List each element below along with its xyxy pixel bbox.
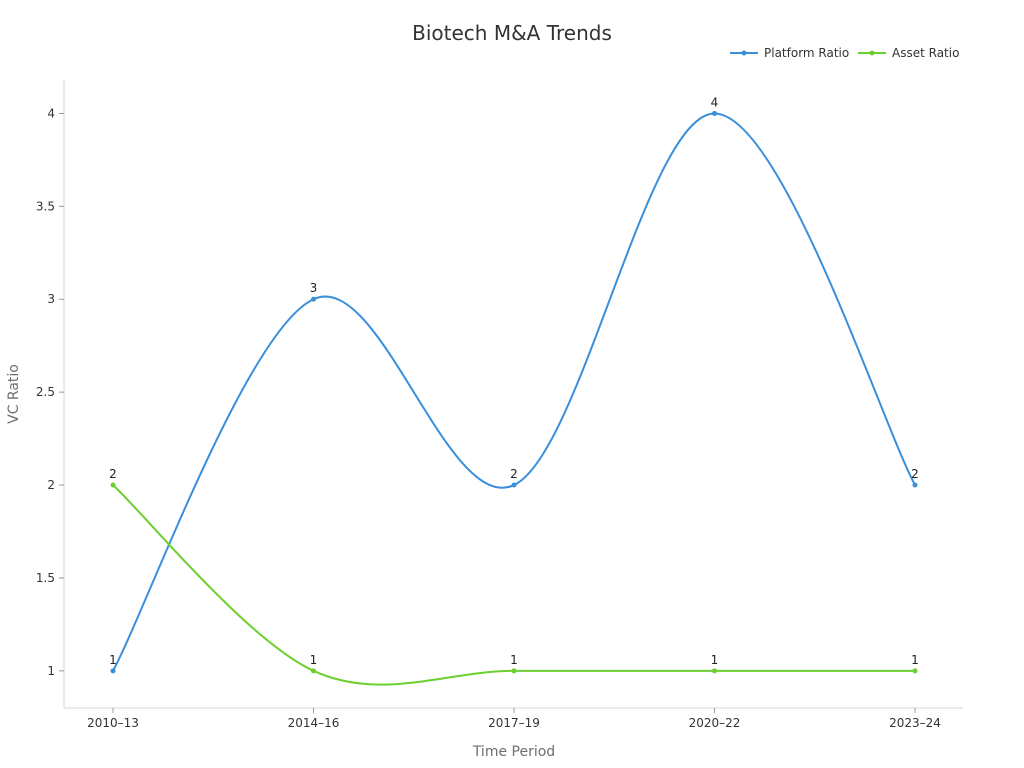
y-tick-label: 1.5	[36, 571, 55, 585]
data-label: 1	[109, 653, 117, 667]
data-label: 3	[310, 281, 318, 295]
legend-item-platform-ratio: Platform Ratio	[730, 46, 849, 60]
data-point	[110, 482, 116, 488]
data-label: 2	[911, 467, 919, 481]
legend-label: Asset Ratio	[892, 46, 959, 60]
y-tick-label: 1	[47, 664, 55, 678]
series-platform-ratio: 1 3 2 4 2	[109, 95, 919, 674]
chart-title: Biotech M&A Trends	[412, 21, 612, 45]
data-label: 1	[310, 653, 318, 667]
data-point	[311, 296, 316, 302]
data-point	[311, 668, 316, 674]
y-tick-label: 3.5	[36, 199, 55, 213]
y-axis-ticks: 1 1.5 2 2.5 3 3.5 4	[36, 106, 64, 678]
x-tick-label: 2014–16	[288, 716, 340, 730]
data-point	[110, 668, 116, 674]
series-line-platform-ratio	[112, 112, 916, 672]
x-axis-title: Time Period	[472, 744, 555, 760]
data-point	[712, 110, 717, 116]
y-tick-label: 2.5	[36, 385, 55, 399]
data-label: 1	[510, 653, 518, 667]
data-label: 4	[711, 95, 719, 109]
data-point	[912, 482, 918, 488]
series-asset-ratio: 2 1 1 1 1	[109, 467, 919, 686]
y-axis-title: VC Ratio	[6, 364, 22, 424]
data-label: 1	[911, 653, 919, 667]
x-axis-ticks: 2010–13 2014–16 2017–19 2020–22 2023–24	[87, 708, 941, 730]
data-point	[511, 668, 517, 674]
series-layer: 1 3 2 4 2 2 1 1 1 1	[109, 95, 919, 686]
y-tick-label: 3	[47, 292, 55, 306]
legend-label: Platform Ratio	[764, 46, 849, 60]
x-tick-label: 2020–22	[689, 716, 741, 730]
data-label: 1	[711, 653, 719, 667]
data-label: 2	[510, 467, 518, 481]
y-tick-label: 4	[47, 106, 55, 120]
legend: Platform Ratio Asset Ratio	[730, 46, 959, 60]
data-label: 2	[109, 467, 117, 481]
legend-marker	[869, 50, 875, 56]
data-point	[511, 482, 517, 488]
legend-marker	[741, 50, 747, 56]
x-tick-label: 2017–19	[488, 716, 540, 730]
legend-item-asset-ratio: Asset Ratio	[858, 46, 959, 60]
data-point	[912, 668, 918, 674]
data-point	[712, 668, 717, 674]
x-tick-label: 2010–13	[87, 716, 139, 730]
x-tick-label: 2023–24	[889, 716, 941, 730]
y-tick-label: 2	[47, 478, 55, 492]
